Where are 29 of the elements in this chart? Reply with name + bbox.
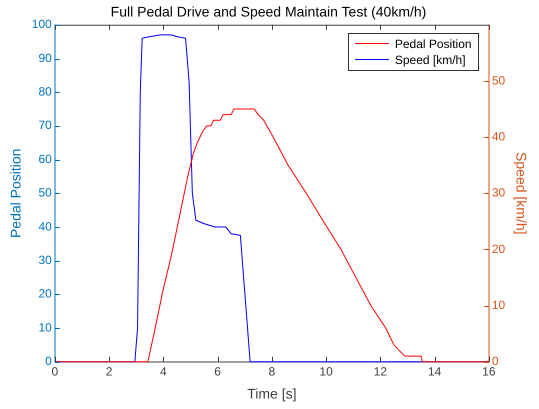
y-tick-label: 50 bbox=[38, 186, 52, 200]
y2-tick-label: 40 bbox=[492, 129, 506, 144]
y-tick-label: 30 bbox=[38, 253, 52, 268]
y2-axis-title: Speed [km/h] bbox=[514, 152, 530, 235]
x-tick-label: 4 bbox=[160, 364, 167, 378]
x-tick-label: 12 bbox=[374, 364, 388, 378]
y-axis-title: Pedal Position bbox=[7, 148, 24, 238]
y-tick-label: 40 bbox=[38, 219, 52, 234]
x-tick-label: 14 bbox=[428, 364, 442, 378]
x-tick-label: 8 bbox=[268, 364, 276, 378]
y-tick-label: 60 bbox=[38, 152, 52, 166]
x-axis-title: Time [s] bbox=[247, 385, 296, 402]
x-tick-label: 10 bbox=[319, 364, 334, 378]
x-tick-label: 2 bbox=[106, 364, 113, 378]
y2-tick-label: 30 bbox=[492, 186, 506, 200]
y-tick-label: 0 bbox=[45, 354, 52, 368]
legend-label: Pedal Position bbox=[394, 36, 472, 52]
y2-tick-label: 10 bbox=[492, 298, 506, 312]
y-tick-label: 80 bbox=[38, 84, 52, 99]
chart-title: Full Pedal Drive and Speed Maintain Test (40km/h) bbox=[110, 3, 426, 20]
y2-tick-label: 50 bbox=[492, 73, 506, 88]
x-tick-label: 6 bbox=[214, 364, 222, 378]
y-tick-label: 70 bbox=[38, 118, 52, 132]
legend-label: Speed [km/h] bbox=[394, 52, 466, 68]
y-tick-label: 10 bbox=[38, 320, 52, 334]
y2-tick-label: 20 bbox=[492, 242, 506, 256]
y-tick-label: 20 bbox=[38, 286, 52, 301]
y-tick-label: 90 bbox=[38, 50, 52, 65]
y-tick-label: 100 bbox=[32, 17, 52, 32]
